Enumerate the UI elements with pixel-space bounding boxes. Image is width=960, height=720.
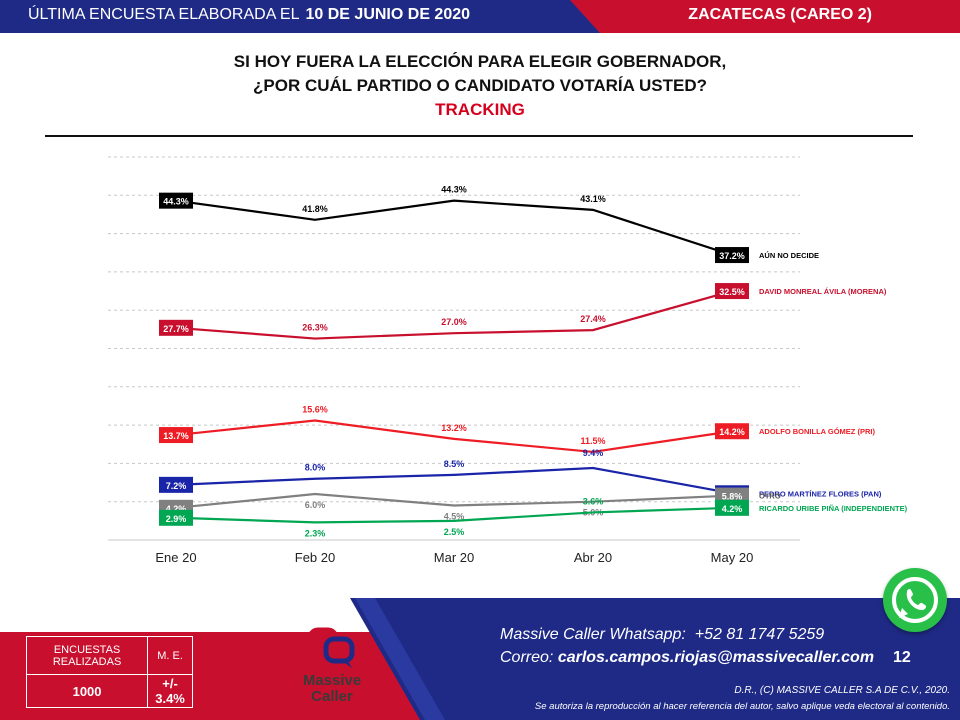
email-address[interactable]: carlos.campos.riojas@massivecaller.com xyxy=(557,649,875,666)
data-label-box xyxy=(159,192,193,209)
data-label: 13.7% xyxy=(163,431,189,441)
title-line-1: SI HOY FUERA LA ELECCIÓN PARA ELEGIR GOB… xyxy=(233,52,727,71)
logo-text-2: Caller xyxy=(311,688,353,705)
title-line-3: TRACKING xyxy=(435,100,525,119)
data-label: 2.9% xyxy=(166,514,187,524)
data-label: 2.3% xyxy=(305,528,326,538)
data-label: 8.0% xyxy=(305,463,326,473)
tracking-chart: Ene 20 Feb 20 Mar 20 Abr 20 May 20 44.3% 41.8%… xyxy=(108,156,908,565)
header-survey-date: ÚLTIMA ENCUESTA ELABORADA EL 10 DE JUNIO … xyxy=(28,6,471,23)
data-label: 8.5% xyxy=(444,459,465,469)
data-label: 7.2% xyxy=(166,481,187,491)
data-label-box xyxy=(159,427,193,444)
copyright: D.R., (C) MASSIVE CALLER S.A DE C.V., 20… xyxy=(734,685,950,696)
series-name-label: RICARDO URIBE PIÑA (INDEPENDIENTE) xyxy=(759,504,908,513)
data-label: 13.2% xyxy=(441,423,467,433)
data-label: 15.6% xyxy=(302,405,328,415)
data-label-box xyxy=(159,509,193,526)
header-date: 10 DE JUNIO DE 2020 xyxy=(305,6,471,23)
series-line xyxy=(175,199,733,257)
whatsapp-number: +52 81 1747 5259 xyxy=(694,626,825,643)
whatsapp-contact: Massive Caller Whatsapp: +52 81 1747 525… xyxy=(500,626,825,643)
data-label-box xyxy=(159,476,193,493)
header-bar: ÚLTIMA ENCUESTA ELABORADA EL 10 DE JUNIO … xyxy=(0,0,960,33)
margin-value: +/- 3.4% xyxy=(147,674,193,708)
data-label: 5.8% xyxy=(722,492,743,502)
x-tick-label: May 20 xyxy=(711,550,754,565)
survey-info-box: ENCUESTAS REALIZADAS M. E. 1000 +/- 3.4% xyxy=(25,636,193,708)
page-number: 12 xyxy=(893,649,911,666)
data-label: 2.5% xyxy=(444,527,465,537)
data-label: 6.0% xyxy=(305,500,326,510)
x-tick-label: Feb 20 xyxy=(295,550,335,565)
series-line xyxy=(175,419,733,454)
x-tick-label: Abr 20 xyxy=(574,550,612,565)
data-label: 27.0% xyxy=(441,317,467,327)
series-line xyxy=(175,289,733,340)
series-name-label: OTRO xyxy=(759,492,781,501)
logo-text-1: Massive xyxy=(302,672,362,689)
surveys-value: 1000 xyxy=(25,674,149,708)
data-label: 4.2% xyxy=(166,504,187,514)
data-label-box xyxy=(159,319,193,336)
series-name-label: ADOLFO BONILLA GÓMEZ (PRI) xyxy=(759,427,875,436)
chart-title: SI HOY FUERA LA ELECCIÓN PARA ELEGIR GOB… xyxy=(0,50,960,122)
data-label: 44.3% xyxy=(163,197,189,207)
data-label: 32.5% xyxy=(719,287,745,297)
series-line xyxy=(175,506,733,524)
series-line xyxy=(175,466,733,495)
logo-mark xyxy=(307,627,355,668)
title-divider xyxy=(45,135,913,137)
data-label-box xyxy=(715,423,749,440)
header-state: ZACATECAS (CAREO 2) xyxy=(688,6,872,23)
header-red-band xyxy=(570,0,960,33)
title-line-2: ¿POR CUÁL PARTIDO O CANDIDATO VOTARÍA US… xyxy=(253,76,707,95)
series-name-label: PEDRO MARTÍNEZ FLORES (PAN) xyxy=(759,489,882,498)
series-line xyxy=(175,492,733,509)
data-label: 26.3% xyxy=(302,323,328,333)
data-label-box xyxy=(715,487,749,504)
data-label: 14.2% xyxy=(719,427,745,437)
data-label-box xyxy=(715,247,749,264)
series-name-label: AÚN NO DECIDE xyxy=(759,251,819,260)
data-label: 44.3% xyxy=(441,185,467,195)
data-label: 27.4% xyxy=(580,314,606,324)
data-label: 4.5% xyxy=(444,512,465,522)
usage-notice: Se autoriza la reproducción al hacer ref… xyxy=(534,701,950,712)
data-label: 27.7% xyxy=(163,324,189,334)
surveys-header: ENCUESTAS REALIZADAS xyxy=(25,636,149,675)
x-tick-label: Mar 20 xyxy=(434,550,474,565)
data-label: 43.1% xyxy=(580,194,606,204)
data-label: 41.8% xyxy=(302,204,328,214)
data-label-box xyxy=(715,283,749,300)
data-label: 3.6% xyxy=(583,496,604,506)
x-tick-label: Ene 20 xyxy=(155,550,196,565)
email-contact: Correo: carlos.campos.riojas@massivecall… xyxy=(500,649,875,666)
massive-caller-logo: Massive Caller xyxy=(292,625,372,715)
data-label: 37.2% xyxy=(719,251,745,261)
margin-header: M. E. xyxy=(147,636,193,675)
data-label: 9.4% xyxy=(583,448,604,458)
data-label: 4.2% xyxy=(722,504,743,514)
whatsapp-icon[interactable] xyxy=(883,568,947,632)
data-label: 11.5% xyxy=(580,436,605,446)
series-name-label: DAVID MONREAL ÁVILA (MORENA) xyxy=(759,287,887,296)
data-label-box xyxy=(715,499,749,516)
